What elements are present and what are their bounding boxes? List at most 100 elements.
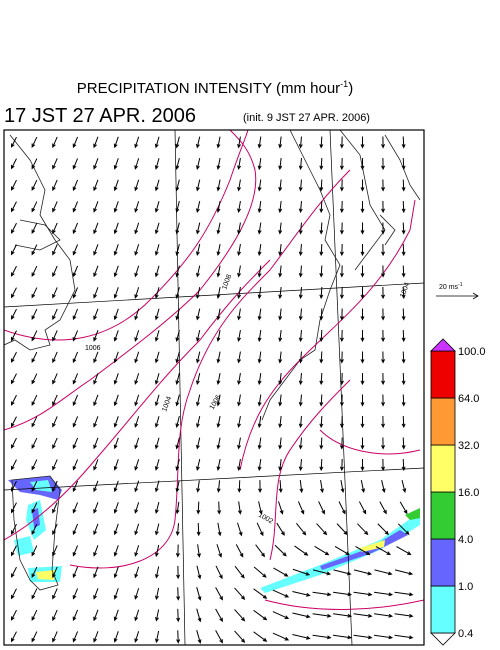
- wind-arrow: [237, 200, 242, 214]
- wind-arrow: [52, 330, 58, 342]
- wind-arrow: [237, 136, 242, 149]
- wind-arrow: [10, 459, 17, 471]
- wind-arrow: [93, 244, 99, 256]
- wind-arrow: [257, 351, 262, 364]
- wind-arrow: [52, 222, 58, 235]
- wind-arrow: [257, 308, 262, 321]
- coastlines: [4, 130, 421, 591]
- wind-arrow: [10, 609, 17, 621]
- wind-arrow: [257, 437, 262, 450]
- wind-arrow: [257, 394, 262, 407]
- wind-arrow: [216, 373, 221, 386]
- wind-arrow: [296, 523, 307, 536]
- wind-arrow: [10, 201, 17, 213]
- wind-arrow: [292, 612, 311, 619]
- wind-arrow: [72, 373, 79, 385]
- wind-arrow: [72, 244, 79, 256]
- wind-arrow: [31, 480, 38, 493]
- wind-arrow: [10, 416, 17, 428]
- wind-arrow: [257, 415, 262, 429]
- wind-arrow: [257, 329, 262, 343]
- wind-arrow: [381, 222, 386, 235]
- wind-arrow: [154, 330, 160, 342]
- wind-arrow: [154, 287, 160, 299]
- wind-arrow: [134, 588, 140, 600]
- wind-arrow: [237, 522, 243, 537]
- wind-arrow: [339, 286, 344, 300]
- wind-arrow: [360, 286, 365, 300]
- wind-arrow: [381, 351, 386, 364]
- wind-arrow: [155, 566, 160, 579]
- wind-arrow: [339, 458, 344, 472]
- wind-arrow: [339, 372, 344, 386]
- wind-arrow: [360, 136, 365, 149]
- wind-arrow: [353, 613, 373, 618]
- wind-arrow: [175, 308, 180, 321]
- wind-arrow: [360, 200, 365, 214]
- wind-arrow: [319, 136, 324, 149]
- wind-arrow: [312, 591, 332, 597]
- wind-arrow: [319, 458, 324, 472]
- wind-arrow: [31, 222, 38, 235]
- wind-arrow: [196, 179, 201, 192]
- wind-arrow: [93, 351, 99, 364]
- wind-arrow: [401, 329, 406, 343]
- wind-arrow: [155, 587, 160, 601]
- wind-arrow: [10, 158, 17, 170]
- map-area: [4, 130, 424, 645]
- wind-arrow: [154, 351, 160, 364]
- wind-arrow: [113, 502, 119, 514]
- wind-arrow: [93, 416, 99, 428]
- wind-arrow: [381, 458, 386, 472]
- wind-arrow: [31, 394, 38, 407]
- wind-arrow: [93, 330, 99, 342]
- wind-arrow: [401, 415, 406, 429]
- wind-arrow: [93, 179, 99, 192]
- wind-arrow: [175, 394, 180, 407]
- wind-arrow: [134, 179, 140, 192]
- wind-arrow: [299, 480, 304, 494]
- wind-arrow: [154, 544, 160, 558]
- wind-arrow: [176, 565, 181, 580]
- wind-arrow: [278, 200, 283, 214]
- wind-arrow: [113, 609, 119, 622]
- wind-arrow: [196, 608, 202, 623]
- wind-arrow: [394, 634, 414, 640]
- wind-arrow: [257, 179, 262, 192]
- graticule: [4, 130, 424, 645]
- wind-arrow: [381, 308, 386, 321]
- wind-arrow: [360, 329, 365, 343]
- wind-arrow: [401, 394, 406, 407]
- wind-arrow: [175, 351, 180, 364]
- wind-arrow: [113, 136, 119, 149]
- wind-arrow: [31, 631, 38, 643]
- wind-arrow: [154, 222, 160, 235]
- wind-arrow: [278, 265, 283, 278]
- wind-arrow: [134, 437, 140, 450]
- wind-arrow: [175, 480, 180, 493]
- wind-arrow: [298, 179, 303, 192]
- wind-arrow: [10, 265, 17, 277]
- wind-arrow: [93, 566, 99, 579]
- wind-arrow: [339, 179, 344, 192]
- wind-arrow: [374, 569, 393, 576]
- wind-arrow: [319, 308, 324, 321]
- wind-arrow: [319, 157, 324, 171]
- wind-arrow: [355, 546, 371, 556]
- wind-arrow: [333, 634, 353, 640]
- wind-arrow: [154, 308, 160, 321]
- wind-arrow: [31, 566, 38, 579]
- wind-arrow: [10, 394, 17, 406]
- wind-arrow: [336, 523, 348, 536]
- wind-arrow: [155, 609, 160, 622]
- wind-arrow: [216, 265, 221, 278]
- wind-arrow: [217, 522, 222, 537]
- wind-arrow: [237, 501, 242, 515]
- wind-arrow: [134, 373, 140, 385]
- wind-arrow: [113, 480, 119, 493]
- wind-arrow: [339, 351, 344, 364]
- wind-arrow: [31, 351, 38, 364]
- wind-arrow: [72, 588, 79, 600]
- wind-arrow: [72, 459, 79, 471]
- wind-arrow: [31, 545, 38, 557]
